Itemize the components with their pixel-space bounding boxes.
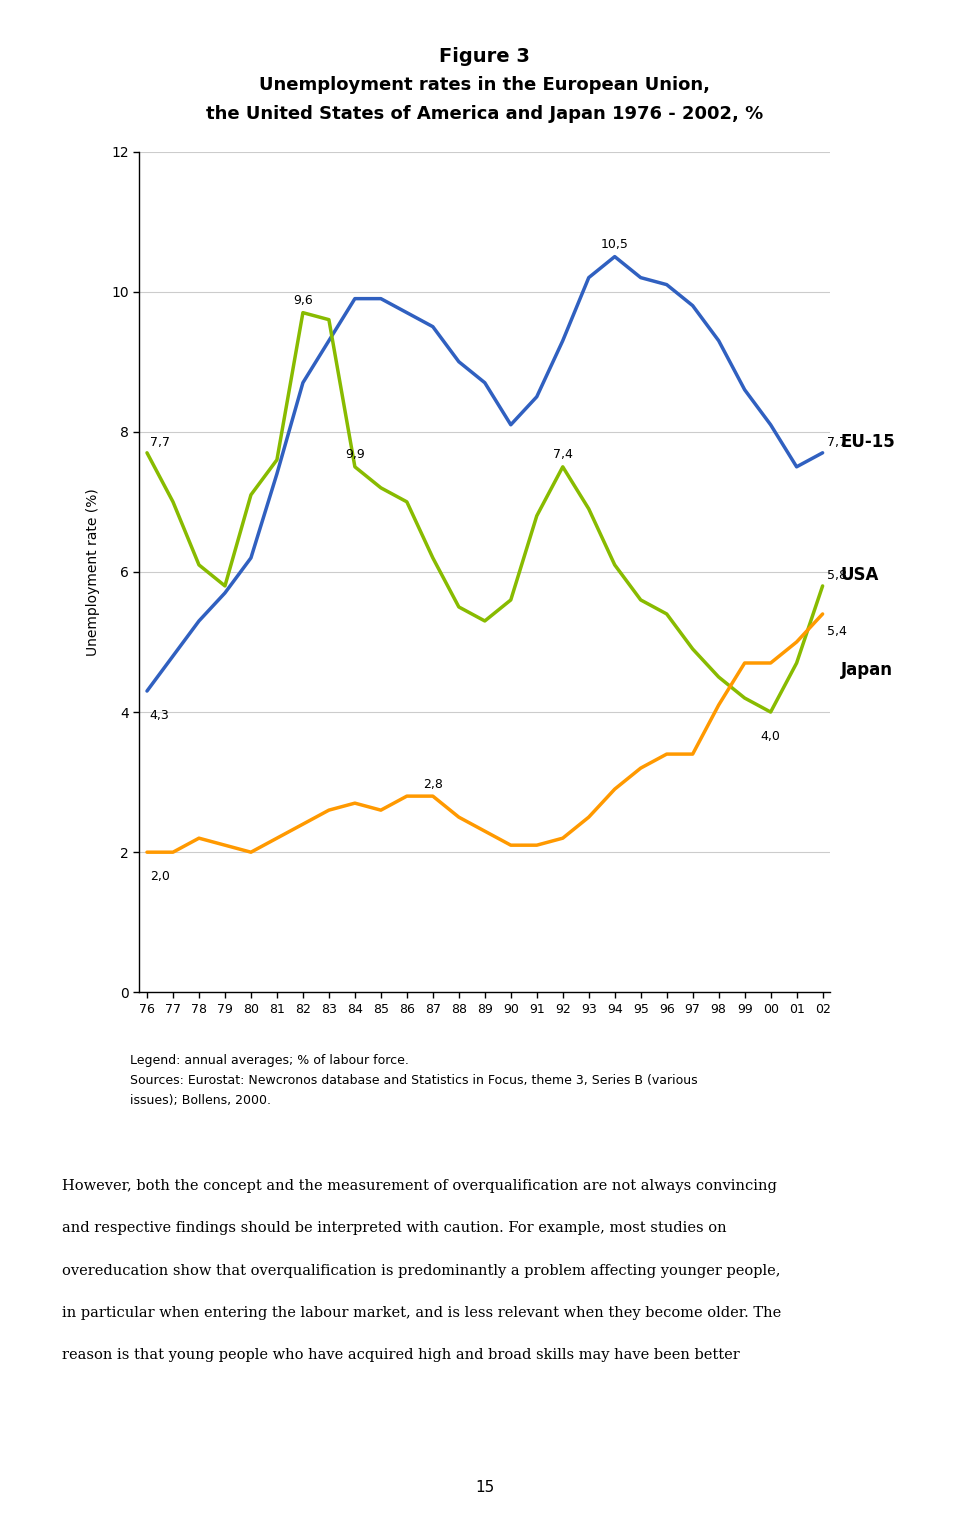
Text: 7,7: 7,7 bbox=[827, 436, 847, 448]
Text: 5,8: 5,8 bbox=[827, 568, 847, 582]
Text: Sources: Eurostat: Newcronos database and Statistics in Focus, theme 3, Series B: Sources: Eurostat: Newcronos database an… bbox=[130, 1074, 697, 1088]
Text: 7,7: 7,7 bbox=[150, 436, 170, 448]
Text: issues); Bollens, 2000.: issues); Bollens, 2000. bbox=[130, 1094, 271, 1107]
Text: 10,5: 10,5 bbox=[601, 238, 629, 251]
Text: Unemployment rates in the European Union,: Unemployment rates in the European Union… bbox=[259, 76, 710, 94]
Text: EU-15: EU-15 bbox=[841, 433, 896, 451]
Text: Legend: annual averages; % of labour force.: Legend: annual averages; % of labour for… bbox=[130, 1054, 408, 1068]
Text: USA: USA bbox=[841, 567, 879, 585]
Y-axis label: Unemployment rate (%): Unemployment rate (%) bbox=[86, 488, 100, 656]
Text: 15: 15 bbox=[475, 1480, 494, 1495]
Text: 5,4: 5,4 bbox=[827, 626, 847, 638]
Text: in particular when entering the labour market, and is less relevant when they be: in particular when entering the labour m… bbox=[62, 1306, 781, 1320]
Text: 2,8: 2,8 bbox=[423, 777, 443, 791]
Text: 4,3: 4,3 bbox=[150, 709, 170, 723]
Text: and respective findings should be interpreted with caution. For example, most st: and respective findings should be interp… bbox=[62, 1221, 727, 1235]
Text: 4,0: 4,0 bbox=[760, 730, 780, 742]
Text: Japan: Japan bbox=[841, 661, 893, 679]
Text: 9,6: 9,6 bbox=[293, 294, 313, 308]
Text: However, both the concept and the measurement of overqualification are not alway: However, both the concept and the measur… bbox=[62, 1179, 778, 1192]
Text: overeducation show that overqualification is predominantly a problem affecting y: overeducation show that overqualificatio… bbox=[62, 1264, 780, 1277]
Text: reason is that young people who have acquired high and broad skills may have bee: reason is that young people who have acq… bbox=[62, 1348, 740, 1362]
Text: 7,4: 7,4 bbox=[553, 448, 573, 461]
Text: the United States of America and Japan 1976 - 2002, %: the United States of America and Japan 1… bbox=[206, 105, 763, 123]
Text: 2,0: 2,0 bbox=[150, 870, 170, 883]
Text: Figure 3: Figure 3 bbox=[440, 47, 530, 65]
Text: 9,9: 9,9 bbox=[345, 448, 365, 461]
